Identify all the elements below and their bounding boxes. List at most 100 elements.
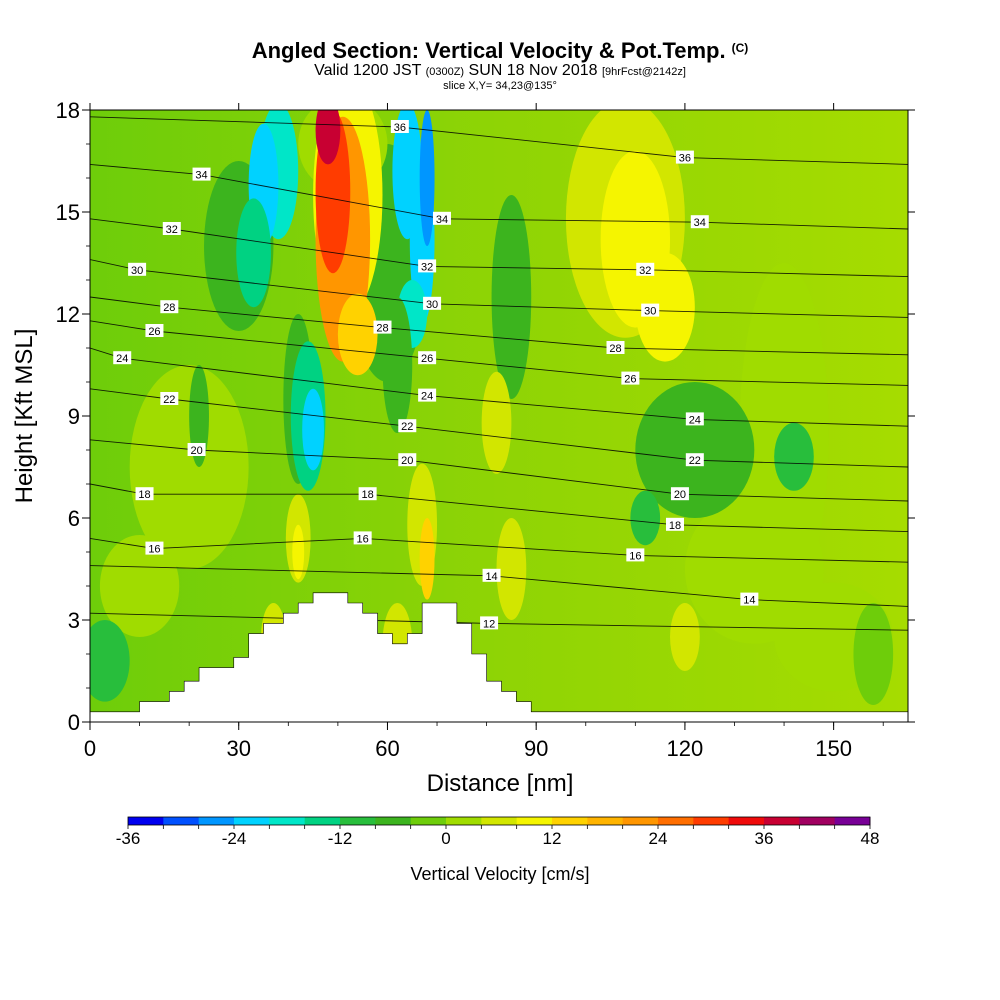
- contour-label-bg: [690, 215, 709, 229]
- contour-label-bg: [670, 487, 689, 501]
- velocity-field: [90, 110, 894, 705]
- contour-label-bg: [390, 120, 409, 133]
- colorbar-swatch: [799, 817, 836, 825]
- contour-label-bg: [162, 222, 181, 235]
- velocity-patch: [315, 110, 341, 165]
- contour-label: 26: [148, 326, 160, 338]
- colorbar-tick-label: -12: [328, 829, 353, 848]
- contour-label-bg: [636, 262, 655, 276]
- contour-label: 28: [609, 343, 621, 355]
- contour-label: 32: [639, 265, 651, 277]
- contour-label-bg: [398, 419, 417, 433]
- forecast-run: [9hrFcst@2142z]: [601, 66, 686, 78]
- velocity-patch: [496, 518, 527, 620]
- valid-time: Valid 1200 JST: [314, 62, 422, 79]
- contour-label-bg: [675, 150, 694, 164]
- contour-label-bg: [160, 300, 179, 314]
- contour-label-bg: [398, 453, 417, 467]
- x-tick-label: 0: [84, 736, 96, 761]
- x-tick-label: 120: [667, 736, 704, 761]
- colorbar-swatch: [269, 817, 306, 825]
- contour-label: 36: [394, 122, 406, 134]
- contour-label-bg: [353, 531, 372, 545]
- contour-label: 30: [426, 299, 438, 311]
- contour-label-bg: [685, 412, 704, 426]
- contour-label: 12: [483, 618, 495, 630]
- contour-label-bg: [482, 568, 501, 582]
- chart-subtitle: Valid 1200 JST (0300Z) SUN 18 Nov 2018 […: [0, 63, 1000, 80]
- contour-label: 24: [421, 391, 433, 403]
- contour-label: 18: [669, 520, 681, 532]
- contour-label-bg: [113, 351, 132, 365]
- velocity-patch: [491, 195, 532, 399]
- valid-date: SUN 18 Nov 2018: [468, 62, 598, 79]
- velocity-patch: [670, 603, 700, 671]
- plot-area: 12 14 14 16 16 16 18 18 18 20 20 20 22 22 22 24 24 24 26 26…: [90, 110, 908, 722]
- contour-label: 26: [421, 353, 433, 365]
- y-tick-label: 12: [56, 302, 80, 327]
- colorbar-tick-label: 36: [755, 829, 774, 848]
- x-tick-label: 30: [226, 736, 250, 761]
- contour-label-bg: [740, 592, 759, 606]
- colorbar-swatch: [375, 817, 412, 825]
- contour-label: 28: [376, 323, 388, 335]
- velocity-patch: [90, 620, 130, 702]
- x-tick-label: 90: [524, 736, 548, 761]
- velocity-patch: [635, 252, 695, 362]
- contour-label: 20: [674, 489, 686, 501]
- contour-label: 22: [163, 394, 175, 406]
- y-tick-label: 18: [56, 98, 80, 123]
- contour-label: 30: [131, 265, 143, 277]
- x-axis: 0 30 60 90 120 150: [84, 103, 884, 761]
- colorbar-swatch: [340, 817, 376, 825]
- contour-label: 26: [624, 374, 636, 386]
- contour-label: 24: [116, 353, 128, 365]
- colorbar-swatch: [834, 817, 871, 825]
- colorbar-swatch: [764, 817, 800, 825]
- contour-label: 20: [190, 445, 202, 457]
- contour-label-bg: [135, 487, 154, 501]
- contour-label: 22: [689, 455, 701, 467]
- colorbar-swatch: [481, 817, 518, 825]
- contour-label-bg: [423, 296, 442, 310]
- contour-label-bg: [606, 341, 625, 354]
- colorbar-tick-label: 0: [441, 829, 450, 848]
- velocity-patch: [129, 365, 249, 569]
- velocity-patch: [630, 490, 661, 546]
- colorbar-swatch: [552, 817, 588, 825]
- colorbar-swatch: [410, 817, 447, 825]
- contour-label-bg: [160, 392, 179, 405]
- contour-label: 18: [361, 489, 373, 501]
- contour-label: 22: [401, 421, 413, 433]
- title-block: Angled Section: Vertical Velocity & Pot.…: [0, 36, 1000, 93]
- contour-label: 34: [436, 214, 448, 226]
- colorbar-swatch: [622, 817, 659, 825]
- theta-line-14: [90, 565, 908, 607]
- theta-contour-labels: 12 14 14 16 16 16 18 18 18 20 20 20 22 22 22 24 24 24 26 26…: [113, 120, 759, 630]
- colorbar-swatch: [446, 817, 482, 825]
- velocity-patch: [635, 382, 755, 518]
- slice-label: slice X,Y= 34,23@135°: [443, 80, 557, 92]
- velocity-patch: [419, 110, 435, 246]
- contour-label-bg: [626, 548, 645, 562]
- contour-label-bg: [128, 262, 147, 276]
- colorbar-swatch: [128, 817, 164, 825]
- utc-time: (0300Z): [425, 66, 465, 78]
- contour-label: 32: [166, 224, 178, 236]
- y-axis-label: Height [Kft MSL]: [11, 329, 38, 504]
- contour-label: 32: [421, 261, 433, 273]
- colorbar-swatch: [693, 817, 730, 825]
- contour-label-bg: [145, 541, 164, 555]
- colorbar-tick-label: 12: [543, 829, 562, 848]
- contour-label-bg: [621, 371, 640, 385]
- contour-label: 16: [148, 544, 160, 556]
- contour-label-bg: [480, 616, 499, 630]
- contour-label: 20: [401, 455, 413, 467]
- colorbar-tick-label: 48: [861, 829, 880, 848]
- velocity-patch: [292, 524, 305, 580]
- y-tick-label: 6: [68, 506, 80, 531]
- colorbar-swatch: [234, 817, 270, 825]
- contour-label: 16: [629, 550, 641, 562]
- colorbar-swatch: [304, 817, 341, 825]
